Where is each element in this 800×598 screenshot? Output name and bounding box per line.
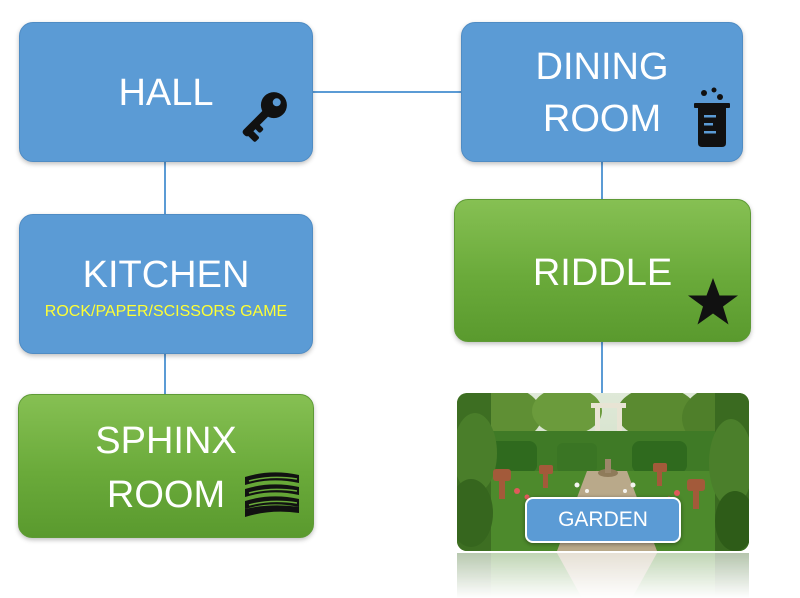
dining-room-title-line2: ROOM [542, 98, 662, 140]
riddle-node[interactable]: RIDDLE [454, 199, 751, 342]
key-icon [242, 92, 287, 142]
sphinx-room-title-line1: SPHINX [95, 420, 237, 462]
connector-kitchen-sphinx [164, 354, 166, 394]
star-icon [688, 278, 738, 325]
connector-dining-riddle [601, 162, 603, 199]
connector-hall-kitchen [164, 162, 166, 214]
garden-label[interactable]: GARDEN [525, 497, 681, 543]
dining-room-title-line1: DINING [535, 46, 669, 88]
hall-node[interactable]: HALL [19, 22, 313, 162]
kitchen-title: KITCHEN [82, 254, 250, 296]
connector-riddle-garden [601, 342, 603, 394]
dining-room-node[interactable]: DINING ROOM [461, 22, 743, 162]
books-icon [245, 472, 299, 517]
garden-photo-reflection [457, 553, 749, 598]
kitchen-subtitle: ROCK/PAPER/SCISSORS GAME [44, 303, 288, 320]
connector-hall-dining [313, 91, 461, 93]
sphinx-room-node[interactable]: SPHINX ROOM [18, 394, 314, 538]
sphinx-room-title-line2: ROOM [106, 474, 226, 516]
chemistry-beaker-icon [694, 87, 730, 147]
kitchen-node[interactable]: KITCHEN ROCK/PAPER/SCISSORS GAME [19, 214, 313, 354]
riddle-title: RIDDLE [532, 252, 673, 294]
hall-title: HALL [118, 72, 214, 114]
